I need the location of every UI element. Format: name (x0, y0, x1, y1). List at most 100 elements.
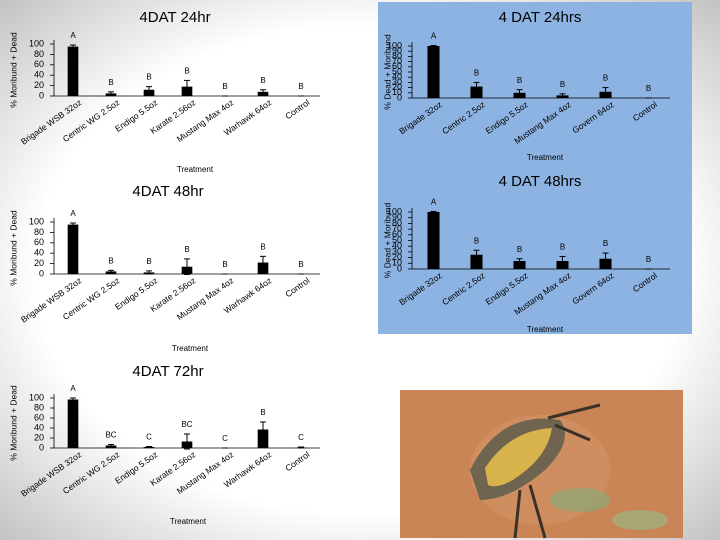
significance-letter: B (560, 243, 565, 252)
error-bar (108, 269, 114, 273)
y-tick-label: 90 (392, 212, 402, 222)
bar (427, 46, 440, 98)
y-tick-label: 60 (392, 61, 402, 71)
error-bar (70, 222, 76, 227)
error-bar (298, 446, 304, 449)
y-tick-label: 20 (392, 82, 402, 92)
bar (67, 399, 79, 448)
y-tick-label: 60 (34, 412, 44, 422)
y-tick-label: 0 (397, 92, 402, 102)
significance-letter: B (146, 73, 151, 82)
significance-letter: B (108, 78, 113, 87)
y-tick-label: 70 (392, 223, 402, 233)
error-bar (430, 210, 437, 214)
significance-letter: B (260, 242, 265, 251)
y-tick-label: 70 (392, 56, 402, 66)
bar (67, 224, 79, 274)
y-tick-label: 60 (392, 229, 402, 239)
error-bar (184, 79, 190, 94)
significance-letter: B (260, 76, 265, 85)
y-tick-label: 10 (392, 87, 402, 97)
error-bar (602, 252, 609, 265)
y-tick-label: 40 (34, 70, 44, 80)
significance-letter: B (603, 239, 608, 248)
significance-letter: BC (181, 420, 192, 429)
significance-letter: B (298, 82, 303, 91)
significance-letter: B (222, 260, 227, 269)
error-bar (70, 44, 76, 49)
significance-letter: B (474, 236, 479, 245)
photo (400, 390, 683, 539)
y-axis-label: % Moribund + Dead (8, 32, 18, 108)
error-bar (146, 270, 152, 275)
x-axis-label: Treatment (177, 165, 214, 174)
significance-letter: BC (105, 431, 116, 440)
y-tick-label: 20 (392, 252, 402, 262)
y-tick-label: 60 (34, 237, 44, 247)
y-axis-label: % Moribund + Dead (8, 210, 18, 286)
y-tick-label: 20 (34, 258, 44, 268)
error-bar (559, 255, 566, 267)
significance-letter: C (222, 434, 228, 443)
error-bar (516, 89, 523, 97)
error-bar (146, 86, 152, 94)
error-bar (473, 81, 480, 92)
significance-letter: B (260, 408, 265, 417)
error-bar (108, 91, 114, 96)
error-bar (184, 258, 190, 276)
significance-letter: B (108, 256, 113, 265)
significance-letter: B (517, 76, 522, 85)
significance-letter: C (146, 433, 152, 442)
y-tick-label: 10 (392, 258, 402, 268)
bar (67, 46, 79, 96)
significance-letter: B (603, 74, 608, 83)
chart-title: 4DAT 72hr (132, 363, 203, 380)
error-bar (70, 397, 76, 402)
error-bar (146, 446, 152, 448)
x-axis-label: Treatment (527, 325, 564, 334)
y-tick-label: 50 (392, 235, 402, 245)
bar (470, 254, 483, 269)
y-tick-label: 80 (34, 49, 44, 59)
y-tick-label: 90 (392, 46, 402, 56)
significance-letter: A (70, 209, 76, 218)
x-axis-label: Treatment (170, 517, 207, 526)
y-tick-label: 40 (392, 241, 402, 251)
y-tick-label: 40 (392, 72, 402, 82)
y-tick-label: 60 (34, 59, 44, 69)
y-tick-label: 80 (34, 402, 44, 412)
y-axis-label: % Dead + Moribund (382, 34, 392, 110)
bar (427, 212, 440, 269)
significance-letter: A (431, 198, 437, 207)
significance-letter: B (222, 82, 227, 91)
y-tick-label: 80 (392, 218, 402, 228)
significance-letter: B (184, 245, 189, 254)
significance-letter: B (474, 69, 479, 78)
significance-letter: B (517, 245, 522, 254)
bar (513, 261, 526, 269)
y-tick-label: 80 (34, 227, 44, 237)
significance-letter: B (184, 67, 189, 76)
y-tick-label: 100 (387, 40, 402, 50)
error-bar (516, 258, 523, 264)
significance-letter: A (70, 31, 76, 40)
y-tick-label: 20 (34, 432, 44, 442)
y-tick-label: 50 (392, 66, 402, 76)
significance-letter: B (298, 260, 303, 269)
chart-title: 4 DAT 24hrs (499, 9, 582, 26)
significance-letter: C (298, 433, 304, 442)
y-tick-label: 40 (34, 248, 44, 258)
bar (257, 429, 269, 448)
x-axis-label: Treatment (172, 344, 209, 353)
y-tick-label: 100 (387, 206, 402, 216)
error-bar (602, 87, 609, 97)
significance-letter: B (146, 257, 151, 266)
y-tick-label: 40 (34, 422, 44, 432)
y-tick-label: 0 (39, 90, 44, 100)
error-bar (108, 444, 114, 447)
error-bar (184, 433, 190, 450)
y-tick-label: 30 (392, 77, 402, 87)
x-axis-label: Treatment (527, 153, 564, 162)
error-bar (260, 255, 266, 270)
